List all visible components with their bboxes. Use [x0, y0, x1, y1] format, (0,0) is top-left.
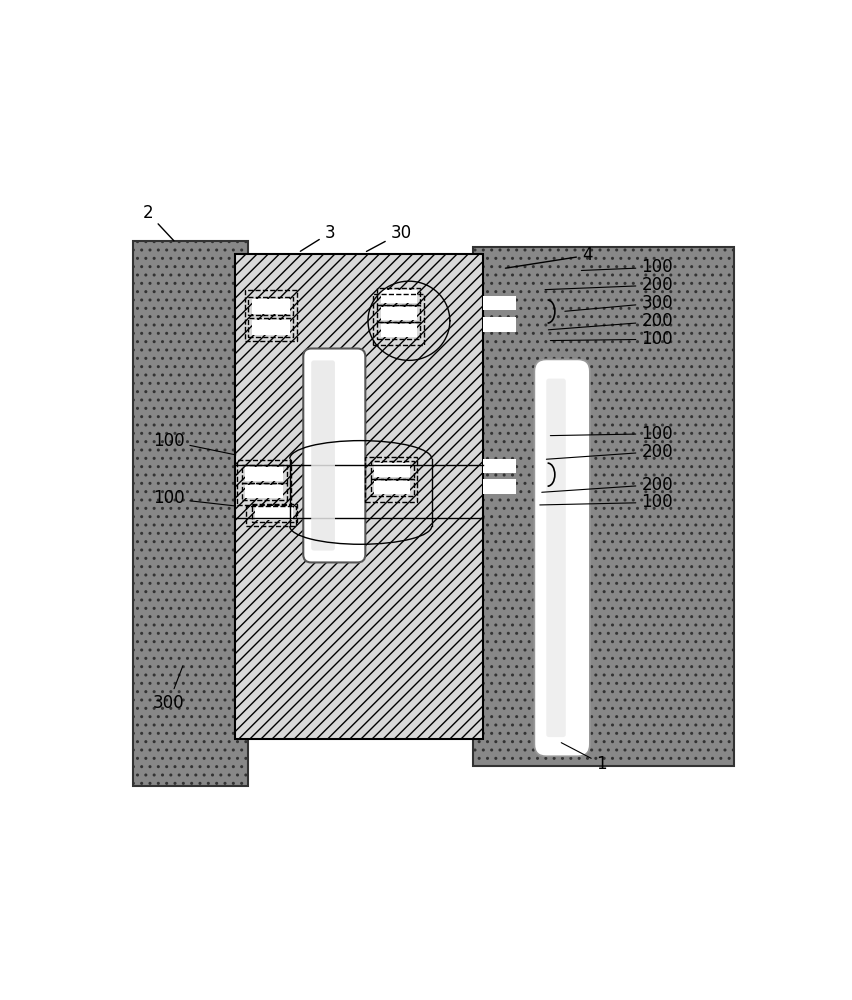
- Bar: [242, 483, 287, 500]
- Text: 200: 200: [546, 443, 673, 461]
- Bar: [245, 485, 284, 498]
- Bar: [255, 506, 293, 520]
- Text: 200: 200: [542, 476, 673, 494]
- Bar: [366, 457, 417, 502]
- Text: 100: 100: [153, 432, 236, 455]
- Bar: [249, 318, 293, 337]
- Bar: [377, 305, 420, 322]
- Bar: [371, 479, 413, 496]
- Bar: [237, 460, 291, 505]
- Bar: [483, 459, 515, 473]
- Bar: [374, 463, 411, 477]
- Text: 300: 300: [565, 294, 673, 312]
- Text: 200: 200: [545, 276, 673, 294]
- Bar: [252, 299, 290, 314]
- Bar: [252, 504, 296, 522]
- Text: 100: 100: [540, 493, 673, 511]
- Bar: [381, 290, 417, 303]
- Bar: [377, 288, 420, 305]
- Bar: [242, 465, 287, 483]
- FancyBboxPatch shape: [311, 360, 335, 551]
- Bar: [252, 320, 290, 335]
- Bar: [483, 479, 515, 494]
- Bar: [245, 290, 296, 341]
- Text: 3: 3: [301, 224, 335, 251]
- FancyBboxPatch shape: [303, 349, 366, 562]
- Text: 1: 1: [561, 743, 607, 773]
- FancyBboxPatch shape: [534, 359, 590, 756]
- Text: 200: 200: [549, 312, 673, 330]
- Bar: [381, 324, 417, 337]
- Bar: [483, 296, 515, 310]
- Text: 100: 100: [153, 489, 236, 507]
- Bar: [377, 322, 420, 339]
- Text: 100: 100: [550, 425, 673, 443]
- Bar: [249, 297, 293, 315]
- Bar: [483, 317, 515, 332]
- Text: 30: 30: [366, 224, 412, 251]
- Text: 4: 4: [505, 246, 592, 268]
- Bar: [245, 467, 284, 481]
- Text: 300: 300: [153, 666, 184, 712]
- Text: 100: 100: [581, 258, 673, 276]
- Bar: [133, 241, 249, 786]
- Bar: [372, 294, 424, 345]
- Text: 100: 100: [550, 330, 673, 348]
- Bar: [473, 247, 734, 766]
- Bar: [246, 506, 296, 526]
- Bar: [371, 461, 413, 479]
- Bar: [381, 307, 417, 320]
- Bar: [374, 481, 411, 494]
- FancyBboxPatch shape: [546, 379, 566, 737]
- Text: 2: 2: [143, 204, 174, 241]
- Bar: [235, 254, 483, 739]
